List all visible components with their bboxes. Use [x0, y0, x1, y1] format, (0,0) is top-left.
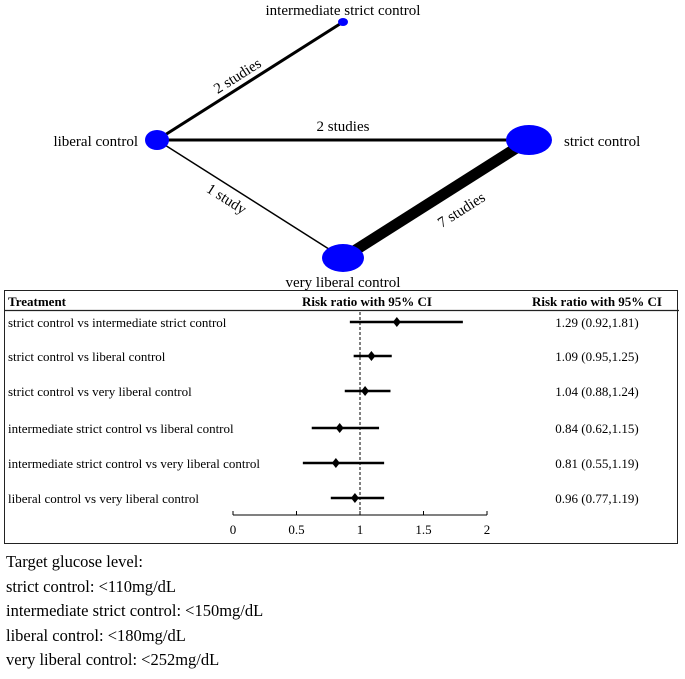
node-label-intermediate: intermediate strict control	[266, 3, 421, 19]
point-estimate-diamond	[350, 493, 359, 503]
node-very_liberal	[322, 244, 364, 272]
header-plot: Risk ratio with 95% CI	[302, 294, 432, 309]
edge-strict-very_liberal	[340, 135, 532, 263]
node-liberal	[145, 130, 169, 150]
forest-row: strict control vs very liberal control 1.…	[8, 384, 639, 399]
forest-row: strict control vs intermediate strict co…	[8, 315, 639, 330]
edge-liberal-very_liberal	[156, 139, 344, 259]
network-edges	[156, 20, 532, 263]
forest-plot: Treatment Risk ratio with 95% CI Risk ra…	[5, 294, 679, 537]
node-label-liberal: liberal control	[53, 134, 138, 150]
row-value: 0.81 (0.55,1.19)	[555, 456, 638, 471]
node-intermediate	[338, 18, 348, 26]
legend-title: Target glucose level:	[6, 552, 143, 571]
edge-label-liberal-very_liberal: 1 study	[203, 181, 249, 218]
legend-item-strict: strict control: <110mg/dL	[6, 576, 177, 596]
row-label: intermediate strict control vs liberal c…	[8, 421, 234, 436]
row-label: strict control vs very liberal control	[8, 384, 192, 399]
target-glucose-legend: Target glucose level: strict control: <1…	[6, 550, 263, 673]
legend-item-liberal: liberal control: <180mg/dL	[6, 625, 186, 645]
header-treatment: Treatment	[8, 294, 67, 309]
node-label-very_liberal: very liberal control	[286, 275, 401, 290]
row-label: intermediate strict control vs very libe…	[8, 456, 260, 471]
network-node-labels: intermediate strict control liberal contr…	[53, 3, 640, 290]
x-axis-tick-label: 2	[484, 522, 491, 537]
legend-item-intermediate: intermediate strict control: <150mg/dL	[6, 601, 264, 620]
forest-row: liberal control vs very liberal control 0…	[8, 491, 639, 506]
point-estimate-diamond	[331, 458, 340, 468]
row-value: 0.84 (0.62,1.15)	[555, 421, 638, 436]
row-label: liberal control vs very liberal control	[8, 491, 199, 506]
x-axis-tick-label: 0.5	[288, 522, 304, 537]
node-strict	[506, 125, 552, 155]
row-value: 1.09 (0.95,1.25)	[555, 349, 638, 364]
x-axis-tick-label: 1.5	[415, 522, 431, 537]
point-estimate-diamond	[367, 351, 376, 361]
legend-item-very-liberal: very liberal control: <252mg/dL	[6, 650, 220, 669]
network-nodes	[145, 18, 552, 272]
row-label: strict control vs intermediate strict co…	[8, 315, 227, 330]
point-estimate-diamond	[335, 423, 344, 433]
row-label: strict control vs liberal control	[8, 349, 166, 364]
edge-label-liberal-strict: 2 studies	[317, 119, 370, 135]
forest-row: intermediate strict control vs very libe…	[8, 456, 639, 471]
row-value: 1.29 (0.92,1.81)	[555, 315, 638, 330]
header-values: Risk ratio with 95% CI	[532, 294, 662, 309]
forest-row: strict control vs liberal control 1.09 (0…	[8, 349, 639, 364]
forest-axis: 0 0.5 1 1.5 2	[230, 312, 491, 537]
forest-plot-table: Treatment Risk ratio with 95% CI Risk ra…	[4, 290, 679, 544]
row-value: 1.04 (0.88,1.24)	[555, 384, 638, 399]
forest-row: intermediate strict control vs liberal c…	[8, 421, 639, 436]
x-axis-tick-label: 1	[357, 522, 364, 537]
forest-rows: strict control vs intermediate strict co…	[8, 315, 639, 506]
point-estimate-diamond	[392, 317, 401, 327]
row-value: 0.96 (0.77,1.19)	[555, 491, 638, 506]
x-axis-tick-label: 0	[230, 522, 237, 537]
point-estimate-diamond	[361, 386, 370, 396]
node-label-strict: strict control	[564, 134, 640, 150]
edge-liberal-intermediate	[156, 20, 344, 142]
